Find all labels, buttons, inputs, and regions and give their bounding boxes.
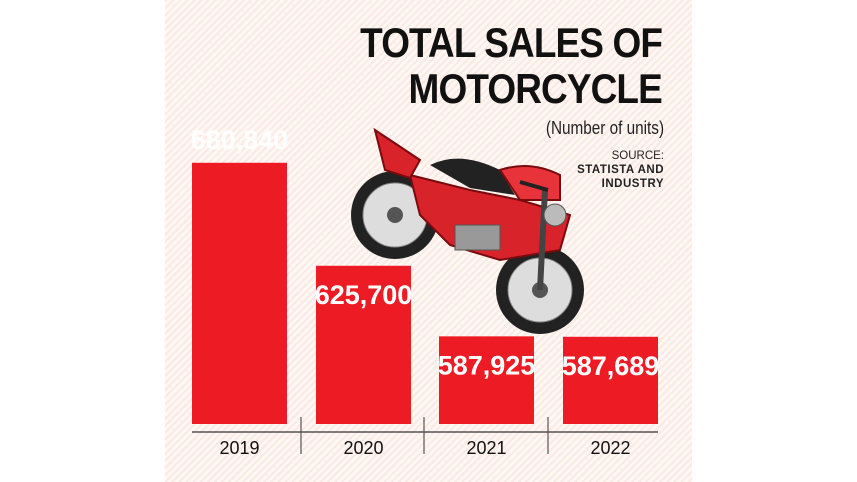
title-line-1: TOTAL SALES OF — [360, 19, 663, 66]
bar-2022 — [563, 336, 658, 424]
source-line-1: STATISTA AND — [577, 164, 664, 176]
data-label-2022: 587,689 — [562, 351, 660, 381]
data-label-2020: 625,700 — [315, 280, 413, 310]
data-label-2019: 680,840 — [191, 125, 289, 155]
motorcycle-illustration — [351, 127, 584, 334]
subtitle: (Number of units) — [545, 118, 664, 138]
x-tick-label-2020: 2020 — [343, 438, 383, 458]
bar-2021 — [439, 336, 534, 424]
x-tick-label-2019: 2019 — [219, 438, 259, 458]
bar-2020 — [316, 265, 411, 424]
title-line-2: MOTORCYCLE — [408, 65, 663, 112]
source-label: SOURCE: — [611, 150, 664, 162]
source-line-2: INDUSTRY — [601, 178, 664, 190]
data-label-2021: 587,925 — [438, 350, 536, 380]
bar-2019 — [192, 162, 287, 424]
x-tick-label-2022: 2022 — [590, 438, 630, 458]
x-tick-label-2021: 2021 — [466, 438, 506, 458]
